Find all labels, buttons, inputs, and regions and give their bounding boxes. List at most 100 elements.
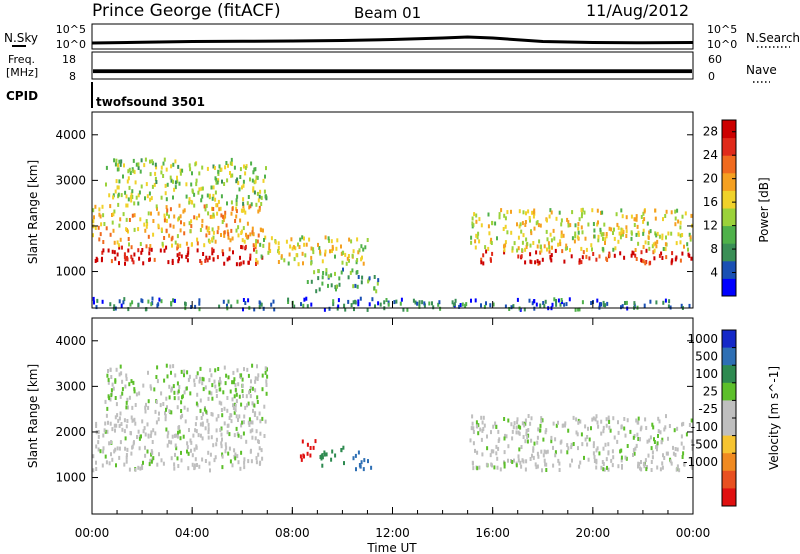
- heatmap-cell: [637, 232, 640, 237]
- heatmap-cell: [623, 255, 626, 260]
- heatmap-cell: [199, 366, 202, 371]
- heatmap-cell: [347, 275, 350, 280]
- heatmap-cell: [182, 209, 185, 214]
- heatmap-cell: [553, 236, 556, 241]
- heatmap-cell: [228, 247, 231, 252]
- heatmap-cell: [94, 226, 97, 230]
- heatmap-cell: [147, 211, 150, 216]
- heatmap-cell: [532, 446, 535, 451]
- heatmap-cell: [101, 256, 103, 261]
- heatmap-cell: [131, 195, 134, 199]
- heatmap-cell: [178, 203, 181, 208]
- heatmap-cell: [98, 207, 101, 212]
- heatmap-cell: [529, 259, 532, 264]
- heatmap-cell: [517, 246, 520, 251]
- heatmap-cell: [330, 239, 333, 244]
- heatmap-cell: [210, 412, 213, 416]
- heatmap-cell: [95, 256, 98, 261]
- heatmap-cell: [123, 297, 126, 302]
- heatmap-cell: [174, 185, 177, 190]
- heatmap-cell: [545, 229, 548, 234]
- heatmap-cell: [662, 247, 665, 251]
- heatmap-cell: [620, 232, 623, 237]
- heatmap-cell: [144, 196, 146, 201]
- heatmap-cell: [319, 455, 322, 459]
- heatmap-cell: [121, 387, 124, 392]
- heatmap-cell: [210, 391, 213, 396]
- heatmap-cell: [439, 306, 442, 311]
- heatmap-cell: [133, 213, 136, 218]
- heatmap-cell: [607, 415, 610, 420]
- heatmap-cell: [527, 209, 530, 214]
- heatmap-cell: [368, 276, 371, 281]
- heatmap-cell: [550, 439, 553, 444]
- heatmap-cell: [493, 465, 496, 470]
- heatmap-cell: [237, 418, 239, 422]
- heatmap-cell: [598, 451, 601, 456]
- heatmap-cell: [535, 221, 538, 226]
- heatmap-cell: [226, 257, 229, 262]
- heatmap-cell: [576, 432, 579, 437]
- heatmap-cell: [472, 426, 475, 431]
- heatmap-cell: [188, 163, 191, 168]
- heatmap-cell: [366, 238, 369, 242]
- heatmap-cell: [518, 447, 521, 452]
- heatmap-cell: [215, 442, 218, 447]
- power-colorbar-segment: [722, 225, 736, 244]
- heatmap-cell: [500, 208, 503, 213]
- heatmap-cell: [356, 258, 359, 262]
- heatmap-cell: [596, 222, 599, 227]
- heatmap-cell: [230, 157, 233, 162]
- heatmap-cell: [337, 304, 340, 309]
- heatmap-cell: [139, 466, 142, 471]
- heatmap-cell: [182, 434, 185, 439]
- heatmap-cell: [542, 437, 545, 442]
- power-ytick-label: 3000: [55, 173, 86, 187]
- heatmap-cell: [214, 368, 217, 373]
- heatmap-cell: [166, 405, 168, 410]
- heatmap-cell: [107, 369, 109, 373]
- heatmap-cell: [110, 259, 113, 264]
- heatmap-cell: [252, 408, 254, 413]
- heatmap-cell: [160, 195, 163, 200]
- heatmap-cell: [498, 437, 501, 442]
- heatmap-cell: [292, 245, 295, 250]
- heatmap-cell: [233, 394, 236, 399]
- heatmap-cell: [163, 213, 166, 218]
- heatmap-cell: [155, 400, 158, 404]
- heatmap-cell: [204, 426, 207, 431]
- heatmap-cell: [104, 421, 107, 426]
- heatmap-cell: [672, 451, 675, 456]
- heatmap-cell: [134, 180, 137, 185]
- heatmap-cell: [640, 215, 643, 219]
- heatmap-cell: [688, 232, 691, 237]
- heatmap-cell: [418, 304, 421, 309]
- heatmap-cell: [578, 464, 581, 469]
- heatmap-cell: [153, 257, 156, 262]
- heatmap-cell: [97, 440, 100, 445]
- heatmap-cell: [116, 167, 119, 172]
- heatmap-cell: [633, 217, 636, 222]
- heatmap-cell: [376, 281, 379, 286]
- heatmap-cell: [668, 424, 671, 428]
- heatmap-cell: [160, 299, 163, 304]
- heatmap-cell: [112, 306, 115, 311]
- heatmap-cell: [217, 199, 220, 204]
- heatmap-cell: [266, 374, 269, 379]
- heatmap-cell: [458, 304, 461, 309]
- heatmap-cell: [234, 456, 237, 461]
- heatmap-cell: [102, 433, 105, 438]
- heatmap-cell: [656, 443, 659, 448]
- heatmap-cell: [475, 420, 478, 425]
- heatmap-cell: [168, 214, 170, 219]
- heatmap-cell: [242, 226, 245, 231]
- heatmap-cell: [658, 253, 661, 258]
- heatmap-cell: [218, 382, 221, 387]
- heatmap-cell: [239, 175, 242, 179]
- heatmap-cell: [216, 180, 219, 185]
- heatmap-cell: [115, 463, 117, 468]
- velocity-colorbar-segment: [722, 382, 736, 401]
- heatmap-cell: [144, 157, 147, 162]
- heatmap-cell: [473, 212, 476, 217]
